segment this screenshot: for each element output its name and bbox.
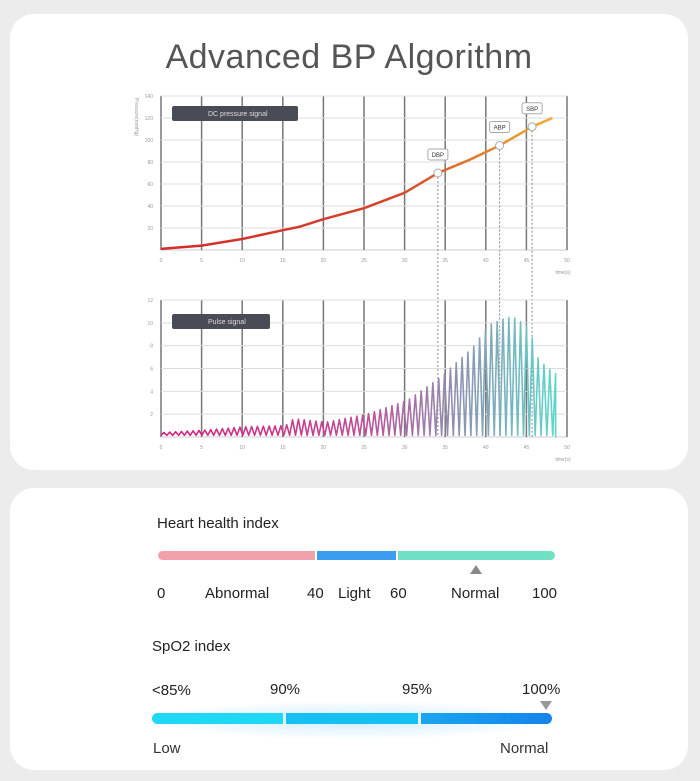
bp-charts: 0 5 10 15 20 25 30 35 40 45 5020406080100120140tim…: [133, 94, 571, 463]
pulse-xtick-label: 30: [402, 445, 408, 451]
pressure-xtick-label: 45: [524, 258, 530, 264]
heart-label: 60: [390, 585, 407, 602]
heart-label: Normal: [451, 585, 500, 602]
pressure-xtick-label: 20: [321, 258, 327, 264]
pulse-xtick-label: 20: [321, 445, 327, 451]
spo2-tick: 100%: [522, 681, 561, 698]
pulse-xtick-label: 0: [160, 445, 163, 451]
pulse-xtick-label: 40: [483, 445, 489, 451]
marker-label-box: [427, 148, 449, 161]
pulse-legend-label: Pulse signal: [208, 319, 246, 326]
marker-label: DBP: [432, 153, 444, 159]
pulse-xtick-label: 45: [524, 445, 530, 451]
pulse-xtick-label: 10: [239, 445, 245, 451]
marker-label-box: [489, 121, 511, 133]
marker-point: [433, 168, 443, 178]
pulse-ytick-label: 8: [150, 344, 153, 350]
pressure-xtick-label: 15: [280, 258, 286, 264]
spo2-normal-label: Normal: [500, 740, 549, 757]
pressure-ytick-label: 140: [145, 94, 154, 100]
heart-health-title: Heart health index: [157, 515, 279, 532]
pressure-ytick-label: 100: [145, 138, 154, 144]
spo2-tick: <85%: [152, 682, 191, 699]
pressure-xtick-label: 0: [160, 258, 163, 264]
pulse-ytick-label: 10: [147, 321, 153, 327]
pressure-xtick-label: 30: [402, 258, 408, 264]
pressure-xlabel: time(s): [555, 270, 571, 276]
heart-label: 0: [157, 585, 166, 602]
pressure-ylabel: Pressure(mmHg): [133, 98, 139, 136]
pressure-xtick-label: 5: [200, 258, 203, 264]
heart-label: Abnormal: [205, 585, 270, 602]
pressure-ytick-label: 80: [147, 160, 153, 166]
pressure-ytick-label: 40: [147, 204, 153, 210]
pressure-legend-label: DC pressure signal: [208, 111, 268, 118]
spo2-segment-3: [421, 713, 552, 724]
heart-segment-normal: [398, 551, 555, 560]
heart-segment-abnormal: [158, 551, 315, 560]
pressure-xtick-label: 10: [239, 258, 245, 264]
heart-marker-icon: [469, 565, 482, 574]
heart-segment-light: [317, 551, 396, 560]
pressure-xtick-label: 25: [361, 258, 367, 264]
spo2-low-label: Low: [153, 740, 181, 757]
spo2-marker-icon: [540, 701, 552, 710]
page-title: Advanced BP Algorithm: [165, 38, 533, 76]
pulse-xtick-label: 35: [442, 445, 448, 451]
heart-label: 40: [307, 585, 324, 602]
marker-point: [527, 122, 537, 132]
pulse-legend-box: [172, 314, 270, 329]
pulse-xtick-label: 50: [564, 445, 570, 451]
pressure-xtick-label: 40: [483, 258, 489, 264]
pulse-xtick-label: 5: [200, 445, 203, 451]
marker-label: ABP: [494, 126, 506, 132]
pulse-xtick-label: 15: [280, 445, 286, 451]
pulse-xtick-label: 25: [361, 445, 367, 451]
marker-point: [495, 141, 505, 150]
pressure-legend-box: [172, 106, 298, 121]
bp-algorithm-card: Advanced BP Algorithm: [10, 14, 688, 470]
spo2-tick: 90%: [270, 681, 301, 698]
pulse-ytick-label: 4: [150, 389, 153, 395]
marker-label-box: [521, 102, 543, 115]
pulse-ytick-label: 6: [150, 367, 153, 373]
pressure-xtick-label: 35: [442, 258, 448, 264]
pulse-ytick-label: 2: [150, 412, 153, 418]
spo2-segment-2: [286, 713, 418, 724]
heart-label: 100: [532, 585, 558, 602]
heart-label: Light: [338, 585, 371, 602]
pressure-ytick-label: 20: [147, 226, 153, 232]
pressure-ytick-label: 60: [147, 182, 153, 188]
pulse-xlabel: time(s): [555, 457, 571, 463]
spo2-title: SpO2 index: [152, 638, 231, 655]
spo2-tick: 95%: [402, 681, 433, 698]
pressure-series-line: [160, 116, 553, 251]
marker-label: SBP: [526, 107, 538, 113]
pulse-ytick-label: 12: [147, 298, 153, 304]
pressure-ytick-label: 120: [145, 116, 154, 122]
spo2-segment-1: [152, 713, 283, 724]
pressure-xtick-label: 50: [564, 258, 570, 264]
pulse-series-line: [160, 316, 557, 437]
